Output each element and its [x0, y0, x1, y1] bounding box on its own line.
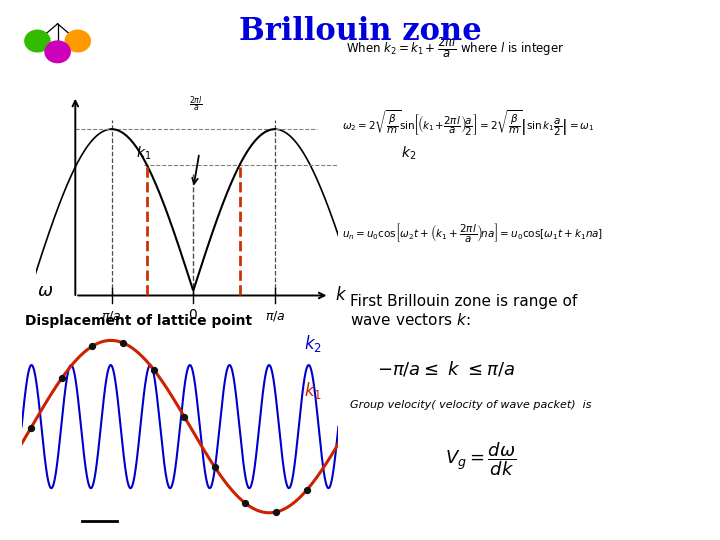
Text: $-\pi/a \leq\ k\ \leq \pi/a$: $-\pi/a \leq\ k\ \leq \pi/a$ — [377, 359, 515, 378]
Point — [240, 486, 251, 495]
Text: $k$: $k$ — [336, 287, 348, 305]
Text: Brillouin zone: Brillouin zone — [238, 16, 482, 47]
Point — [148, 375, 159, 383]
Text: $k_1$: $k_1$ — [304, 380, 322, 401]
Point — [301, 475, 312, 484]
Point — [117, 353, 129, 361]
Point — [179, 414, 190, 423]
Text: First Brillouin zone is range of
wave vectors $k$:: First Brillouin zone is range of wave ve… — [350, 294, 577, 328]
Ellipse shape — [66, 30, 91, 52]
Text: $\pi/a$: $\pi/a$ — [102, 309, 122, 323]
Text: $k_1$: $k_1$ — [136, 145, 151, 162]
Text: $k_2$: $k_2$ — [304, 333, 321, 354]
Text: $\omega_2 = 2\sqrt{\dfrac{\beta}{m}}\sin\!\left[\!\left(k_1\!+\!\dfrac{2\pi l}{a: $\omega_2 = 2\sqrt{\dfrac{\beta}{m}}\sin… — [342, 108, 595, 138]
Point — [86, 355, 98, 364]
Text: $\omega$: $\omega$ — [37, 282, 53, 300]
Point — [270, 494, 282, 502]
Text: $u_n = u_0\cos\!\left[\omega_2 t + \left(k_1+\dfrac{2\pi l}{a}\right)\!na\right]: $u_n = u_0\cos\!\left[\omega_2 t + \left… — [342, 221, 603, 245]
Text: Group velocity( velocity of wave packet)  is: Group velocity( velocity of wave packet)… — [350, 400, 591, 410]
Ellipse shape — [45, 41, 71, 63]
Text: When $k_2 = k_1 + \dfrac{2\pi l}{a}$ where $l$ is integer: When $k_2 = k_1 + \dfrac{2\pi l}{a}$ whe… — [346, 35, 564, 60]
Point — [56, 382, 68, 390]
Text: $k_2$: $k_2$ — [402, 145, 417, 162]
Text: $\pi/a$: $\pi/a$ — [265, 309, 285, 323]
Point — [25, 423, 37, 432]
Text: $V_g = \dfrac{d\omega}{dk}$: $V_g = \dfrac{d\omega}{dk}$ — [445, 440, 517, 478]
Text: $0$: $0$ — [189, 308, 198, 322]
Ellipse shape — [24, 30, 50, 52]
Text: Displacement of lattice point: Displacement of lattice point — [24, 314, 252, 328]
Text: $\frac{2\pi l}{a}$: $\frac{2\pi l}{a}$ — [189, 95, 203, 115]
Point — [209, 456, 220, 465]
